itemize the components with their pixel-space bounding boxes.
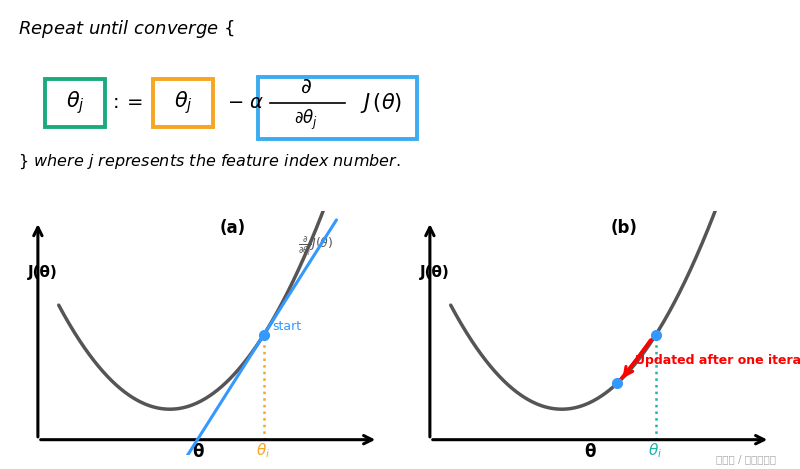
Text: (a): (a)	[219, 219, 246, 237]
Text: $\theta_i$: $\theta_i$	[257, 441, 270, 460]
Text: $\theta_j$: $\theta_j$	[66, 89, 85, 116]
Text: $J\,(\theta)$: $J\,(\theta)$	[360, 91, 402, 115]
Text: J(θ): J(θ)	[27, 265, 58, 280]
Text: J(θ): J(θ)	[419, 265, 450, 280]
FancyBboxPatch shape	[153, 79, 213, 127]
Text: θ: θ	[584, 443, 595, 461]
FancyBboxPatch shape	[45, 79, 105, 127]
Text: $\frac{\partial}{\partial\theta_j}J(\theta)$: $\frac{\partial}{\partial\theta_j}J(\the…	[298, 235, 334, 258]
Text: 头条号 / 不靠谱的猫: 头条号 / 不靠谱的猫	[716, 454, 776, 464]
Text: Updated after one iteration: Updated after one iteration	[634, 354, 800, 367]
Text: $:=$: $:=$	[109, 93, 143, 112]
Text: start: start	[272, 319, 301, 333]
Text: $\theta_i$: $\theta_i$	[649, 441, 662, 460]
Text: $-\ \alpha$: $-\ \alpha$	[227, 93, 265, 112]
Text: $\partial$: $\partial$	[300, 77, 312, 97]
Text: $\it{\}\ where\ j\ represents\ the\ feature\ index\ number.}$: $\it{\}\ where\ j\ represents\ the\ feat…	[18, 152, 401, 171]
Text: θ: θ	[192, 443, 203, 461]
Text: (b): (b)	[611, 219, 638, 237]
Text: $\it{Repeat\ until\ converge\ \{}$: $\it{Repeat\ until\ converge\ \{}$	[18, 18, 234, 40]
Text: $\theta_j$: $\theta_j$	[174, 89, 193, 116]
FancyBboxPatch shape	[258, 77, 417, 139]
Text: $\partial\theta_j$: $\partial\theta_j$	[294, 108, 318, 132]
